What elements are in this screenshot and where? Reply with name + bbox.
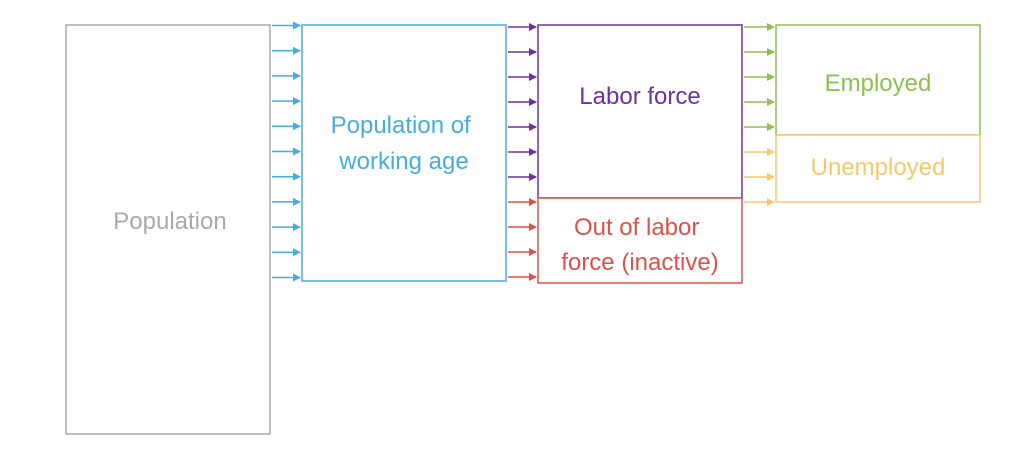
arrows-population-to-working-age: [272, 21, 301, 282]
out-of-labor-force-label-line-2: force (inactive): [561, 249, 718, 276]
population-label: Population: [113, 208, 226, 235]
working-age-label-line-1: Population of: [331, 112, 471, 139]
labor-force-box: [537, 24, 743, 199]
out-of-labor-force-label-line-1: Out of labor: [574, 214, 699, 241]
working-age-label: Population of working age: [331, 112, 478, 175]
arrows-working-age-to-out-of-labor-force: [508, 198, 537, 281]
arrows-working-age-to-labor-force: [508, 23, 537, 181]
out-of-labor-force-label: Out of labor force (inactive): [561, 214, 718, 276]
population-box: [65, 24, 271, 435]
out-of-labor-force-box: [537, 197, 743, 284]
employed-label: Employed: [825, 70, 932, 97]
working-age-label-line-2: working age: [338, 148, 468, 175]
unemployed-box: [775, 134, 981, 203]
unemployed-label: Unemployed: [811, 154, 946, 181]
arrows-labor-force-to-employed: [744, 23, 775, 131]
employed-box: [775, 24, 981, 136]
labor-force-label: Labor force: [579, 83, 700, 110]
working-age-box: [301, 24, 507, 282]
arrows-labor-force-to-unemployed: [744, 148, 775, 206]
